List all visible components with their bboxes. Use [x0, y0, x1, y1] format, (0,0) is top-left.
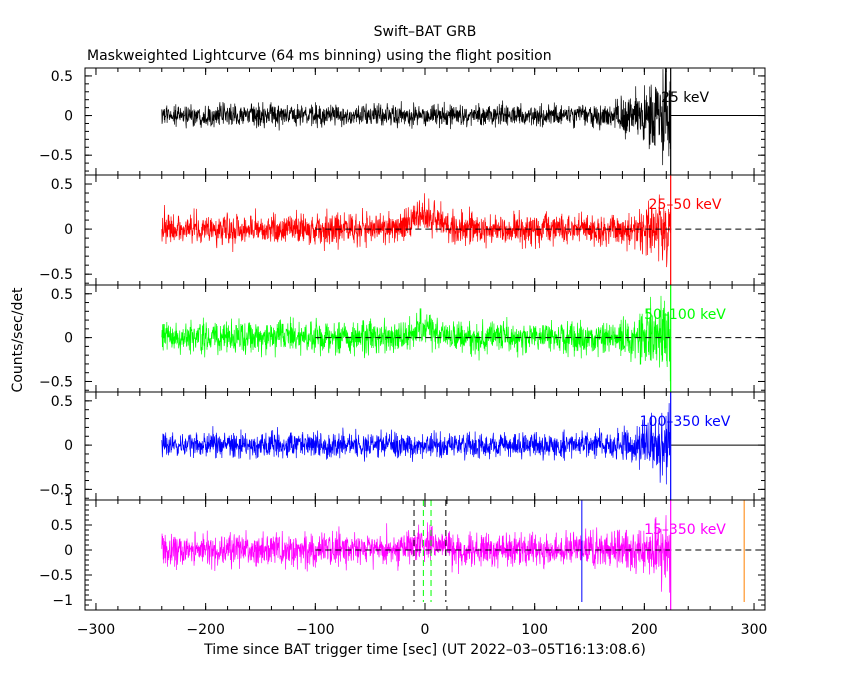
x-tick-label: 200: [631, 622, 658, 638]
y-tick-label: 0: [64, 331, 73, 347]
x-tick-label: 0: [421, 622, 430, 638]
y-tick-label: 0: [64, 109, 73, 125]
x-tick-label: 300: [741, 622, 768, 638]
y-tick-label: 0.5: [51, 287, 73, 303]
panel-plot-area: [161, 68, 765, 175]
panel-2: 25–50 keV 0.5 0 −0.5: [39, 174, 766, 286]
panel-plot-area: [161, 392, 765, 500]
y-tick-label: 0: [64, 543, 73, 559]
lightcurve-series-3: [161, 295, 671, 382]
lightcurve-series-2: [161, 193, 671, 268]
y-tick-label: 0: [64, 438, 73, 454]
panel-label: 50–100 keV: [644, 307, 726, 323]
panel-5: 15–350 keV 1 0.5 0 −0.5 −1−300 −200 −100 0 100 200…: [39, 493, 767, 638]
x-tick-label: −200: [186, 622, 224, 638]
x-tick-label: −300: [77, 622, 115, 638]
panel-plot-area: [161, 285, 765, 392]
x-tick-label: 100: [521, 622, 548, 638]
panel-4: 100–350 keV 0.5 0 −0.5: [39, 391, 766, 501]
y-tick-label: 0.5: [51, 177, 73, 193]
chart-subtitle: Maskweighted Lightcurve (64 ms binning) …: [87, 48, 552, 64]
y-tick-label: 0: [64, 222, 73, 238]
lightcurve-series-1: [161, 68, 671, 166]
y-tick-label: −0.5: [39, 148, 73, 164]
panel-label: 25 keV: [661, 90, 709, 106]
y-tick-label: 0.5: [51, 394, 73, 410]
panel-label: 25–50 keV: [649, 197, 722, 213]
x-axis-label: Time since BAT trigger time [sec] (UT 20…: [203, 642, 646, 658]
y-tick-label: −0.5: [39, 568, 73, 584]
panel-plot-area: [161, 500, 765, 610]
y-tick-label: −0.5: [39, 374, 73, 390]
y-tick-label: 0.5: [51, 518, 73, 534]
y-tick-label: −0.5: [39, 267, 73, 283]
panel-1: 25 keV 0.5 0 −0.5: [39, 67, 766, 176]
panel-plot-area: [161, 175, 765, 285]
x-tick-label: −100: [296, 622, 334, 638]
chart-title: Swift–BAT GRB: [374, 24, 477, 40]
y-tick-label: −1: [52, 593, 73, 609]
y-axis-label: Counts/sec/det: [10, 287, 26, 392]
lightcurve-series-4: [161, 403, 671, 485]
y-tick-label: 0.5: [51, 69, 73, 85]
panel-3: 50–100 keV 0.5 0 −0.5: [39, 284, 766, 393]
y-tick-label: −0.5: [39, 482, 73, 498]
panel-label: 15–350 keV: [644, 522, 726, 538]
lightcurve-series-5: [161, 515, 671, 593]
y-tick-label: 1: [64, 493, 73, 509]
panel-label: 100–350 keV: [640, 414, 731, 430]
